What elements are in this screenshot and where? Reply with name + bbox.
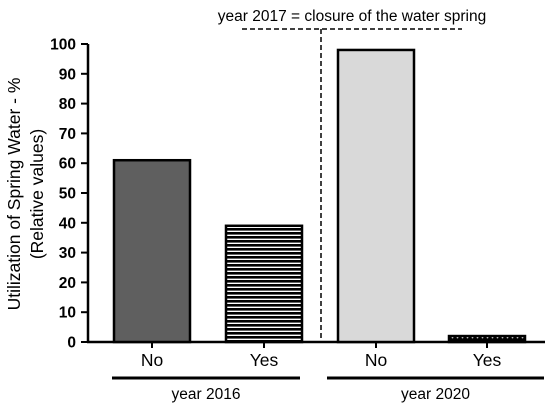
y-tick-label: 20	[59, 275, 76, 292]
x-tick-labels: No Yes No Yes	[141, 342, 502, 370]
y-tick-label: 0	[67, 335, 76, 352]
x-tick-label: Yes	[473, 350, 502, 370]
group-label: year 2020	[401, 386, 470, 403]
x-tick-label: No	[141, 350, 163, 370]
bar-year-2016-yes	[224, 224, 304, 344]
group-labels: year 2016 year 2020	[112, 376, 544, 403]
y-tick-label: 40	[59, 215, 76, 232]
y-axis-subtitle: (Relative values)	[27, 129, 47, 259]
y-tick-label: 10	[59, 305, 76, 322]
closure-annotation: year 2017 = closure of the water spring	[218, 8, 486, 25]
y-tick-label: 70	[59, 126, 76, 143]
y-tick-label: 30	[59, 245, 76, 262]
y-ticks: 0 10 20 30 40 50 60 70 80 90 100	[50, 37, 88, 352]
bar-year-2020-no	[336, 48, 416, 344]
bars	[112, 48, 527, 344]
y-tick-label: 50	[59, 186, 76, 203]
bar-year-2016-no	[112, 158, 192, 344]
y-tick-label: 60	[59, 156, 76, 173]
x-tick-label: No	[365, 350, 387, 370]
y-tick-label: 90	[59, 66, 76, 83]
x-tick-label: Yes	[250, 350, 279, 370]
y-tick-label: 80	[59, 96, 76, 113]
group-label: year 2016	[172, 386, 241, 403]
y-axis-title: Utilization of Spring Water - %	[4, 78, 24, 311]
bar-year-2020-yes	[447, 334, 527, 344]
y-tick-label: 100	[50, 37, 76, 54]
